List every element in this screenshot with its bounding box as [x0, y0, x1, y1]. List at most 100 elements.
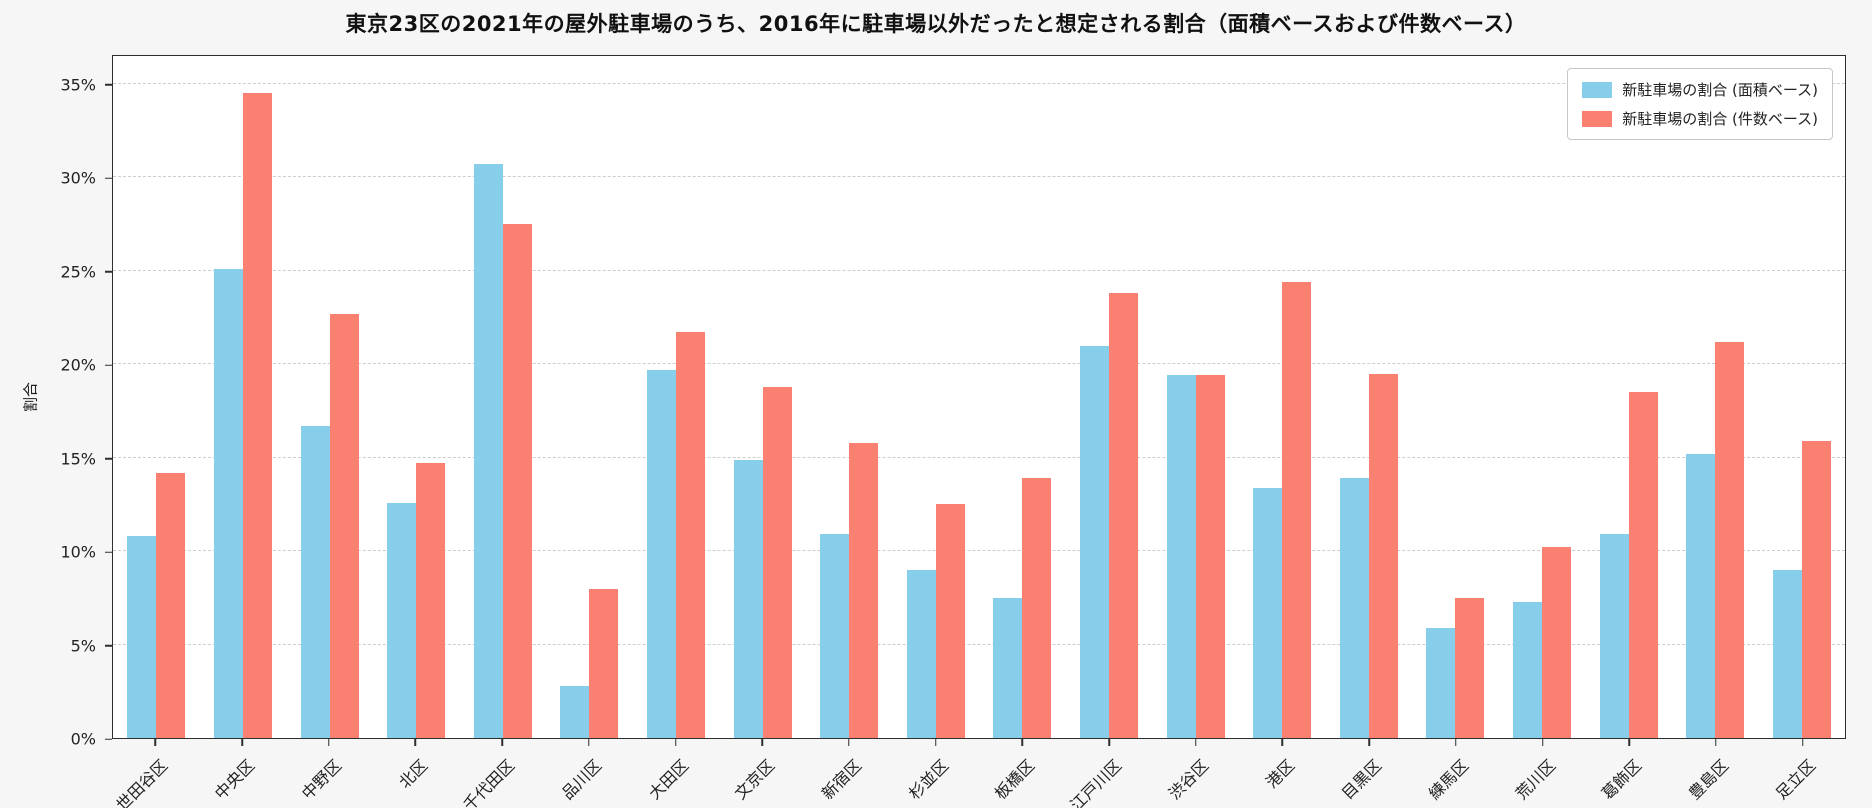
y-tick-mark — [105, 738, 112, 740]
bar-group — [906, 504, 965, 738]
x-tick-mark — [1628, 739, 1630, 746]
bar-count-based — [156, 472, 186, 738]
bar-group — [1426, 597, 1485, 738]
x-tick-label: 板橋区 — [991, 755, 1039, 804]
x-tick-label: 練馬区 — [1424, 755, 1473, 804]
y-tick-label: 35% — [60, 75, 96, 95]
bar-count-based — [1022, 478, 1052, 738]
x-tick-mark — [328, 739, 330, 746]
bar-group — [1512, 547, 1571, 738]
y-tick-mark — [105, 364, 112, 366]
gridline — [113, 176, 1845, 178]
bar-group — [300, 313, 359, 738]
bar-group — [1079, 293, 1138, 738]
y-tick-mark — [105, 551, 112, 553]
legend-item: 新駐車場の割合 (面積ベース) — [1582, 79, 1818, 100]
x-tick-mark — [414, 739, 417, 746]
bar-area-based — [1772, 569, 1802, 738]
bar-group — [733, 386, 792, 738]
y-tick-label: 20% — [60, 355, 96, 375]
legend-label: 新駐車場の割合 (面積ベース) — [1622, 81, 1818, 99]
bar-area-based — [1253, 487, 1283, 738]
bar-count-based — [589, 588, 619, 738]
x-axis-labels: 世田谷区 中央区 中野区 北区 千代田区 品川区 大田区 文京区 新宿区 杉並区 板橋区 江戸川区 渋谷… — [112, 739, 1846, 808]
bar-area-based — [127, 536, 157, 738]
x-tick-mark — [241, 739, 243, 746]
x-tick-mark — [674, 739, 677, 746]
bar-group — [473, 164, 532, 738]
bar-count-based — [1715, 341, 1745, 738]
bar-count-based — [416, 463, 446, 738]
x-tick-label: 大田区 — [644, 755, 692, 804]
bar-area-based — [1599, 534, 1629, 738]
bar-count-based — [1628, 392, 1658, 738]
gridline — [113, 363, 1845, 365]
bar-area-based — [1426, 627, 1456, 738]
y-tick-label: 25% — [60, 262, 96, 282]
bar-area-based — [387, 502, 417, 738]
y-tick-mark — [105, 84, 112, 86]
x-tick-label: 文京区 — [731, 755, 779, 804]
bar-count-based — [1368, 373, 1398, 738]
x-tick-mark — [1021, 739, 1024, 746]
x-tick-mark — [934, 739, 937, 746]
x-tick-label: 江戸川区 — [1066, 755, 1126, 808]
legend-label: 新駐車場の割合 (件数ベース) — [1622, 110, 1818, 128]
gridline — [113, 269, 1845, 271]
x-tick-label: 北区 — [395, 755, 432, 792]
x-tick-mark — [1368, 739, 1370, 746]
x-tick-mark — [588, 739, 590, 746]
bar-group — [646, 332, 705, 738]
bar-group — [1686, 341, 1745, 738]
gridline — [113, 643, 1845, 645]
y-tick-label: 30% — [60, 168, 96, 188]
x-tick-mark — [1455, 739, 1457, 746]
x-tick-label: 中野区 — [297, 755, 346, 804]
bar-count-based — [242, 93, 272, 738]
bar-group — [1253, 282, 1312, 738]
bar-area-based — [1339, 478, 1369, 738]
bar-group — [127, 472, 186, 738]
bar-area-based — [1079, 345, 1109, 738]
x-tick-label: 新宿区 — [817, 755, 866, 804]
bar-count-based — [675, 332, 705, 738]
x-tick-mark — [501, 739, 503, 746]
x-tick-mark — [1801, 739, 1804, 746]
x-tick-label: 港区 — [1262, 755, 1299, 792]
x-tick-label: 中央区 — [210, 755, 259, 804]
x-tick-mark — [848, 739, 850, 746]
bar-count-based — [935, 504, 965, 738]
gridline — [113, 550, 1845, 552]
plot-area: 新駐車場の割合 (面積ベース) 新駐車場の割合 (件数ベース) — [112, 55, 1846, 739]
y-tick-label: 10% — [60, 542, 96, 562]
x-tick-mark — [154, 739, 157, 746]
bar-count-based — [1455, 597, 1485, 738]
y-tick-label: 0% — [70, 729, 96, 749]
x-tick-label: 荒川区 — [1511, 755, 1559, 804]
bar-count-based — [1108, 293, 1138, 738]
bar-group — [820, 442, 879, 738]
bar-area-based — [1686, 453, 1716, 738]
bar-area-based — [560, 685, 590, 738]
bar-group — [1166, 375, 1225, 738]
bar-count-based — [502, 224, 532, 738]
bar-area-based — [733, 459, 763, 738]
bar-group — [1599, 392, 1658, 738]
bar-area-based — [300, 425, 330, 738]
y-tick-label: 5% — [70, 636, 96, 656]
y-tick-mark — [105, 271, 112, 273]
x-tick-mark — [761, 739, 763, 746]
bar-group — [1772, 440, 1831, 738]
x-tick-label: 世田谷区 — [112, 755, 172, 808]
bar-group — [387, 463, 446, 738]
chart-title: 東京23区の2021年の屋外駐車場のうち、2016年に駐車場以外だったと想定され… — [345, 12, 1527, 36]
bar-area-based — [993, 597, 1023, 738]
gridline — [113, 456, 1845, 458]
legend: 新駐車場の割合 (面積ベース) 新駐車場の割合 (件数ベース) — [1567, 68, 1833, 140]
x-tick-mark — [1195, 739, 1197, 746]
x-tick-label: 豊島区 — [1684, 755, 1733, 804]
y-tick-mark — [105, 177, 112, 180]
bar-area-based — [646, 369, 676, 738]
x-tick-label: 杉並区 — [904, 755, 952, 804]
